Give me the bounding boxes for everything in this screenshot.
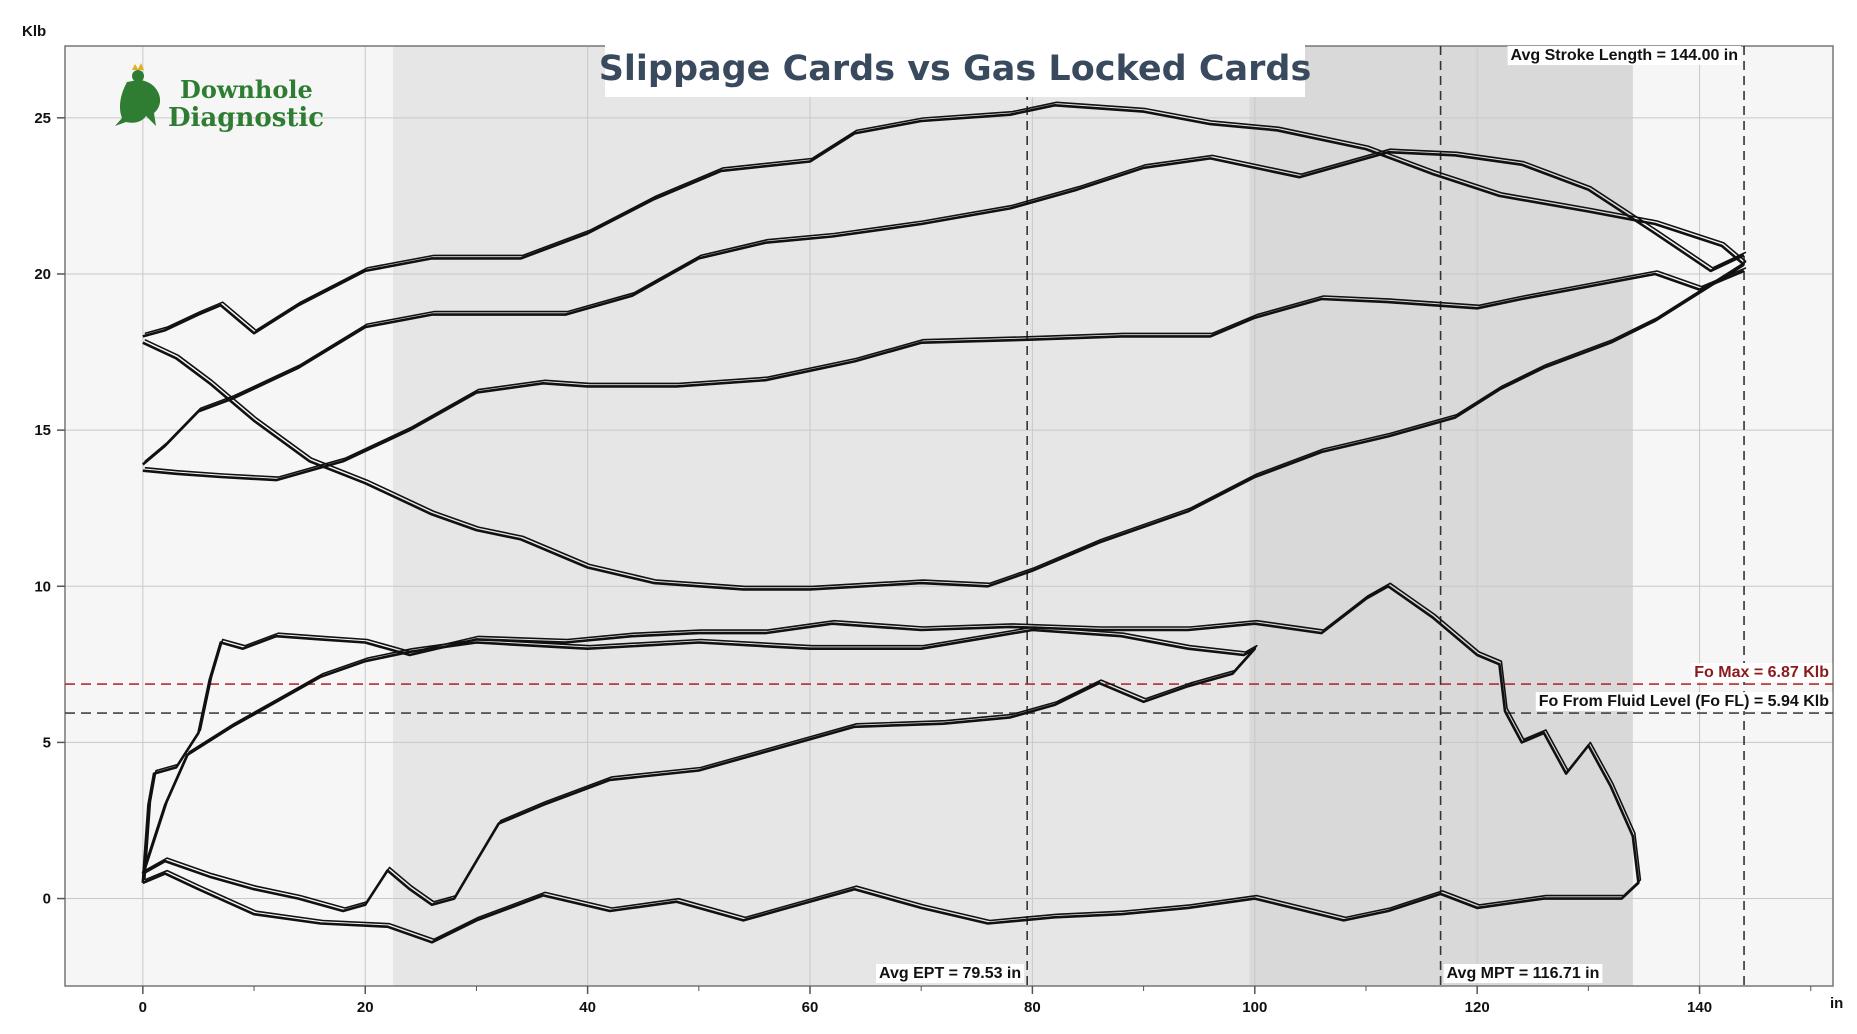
ept-label: Avg EPT = 79.53 in [879,965,1021,982]
card-series-1 [142,104,1745,338]
card-series-2 [142,263,1745,591]
x-tick-label-140: 140 [1687,999,1712,1016]
mpt-label: Avg MPT = 116.71 in [1447,965,1600,982]
card-series-5 [141,585,1640,944]
card-series-3 [142,269,1745,482]
x-axis-label: in [1830,995,1843,1012]
card-series-6-overlay [144,626,1258,909]
x-tick-label-120: 120 [1465,999,1490,1016]
downhole-diagnostic-logo: Downhole Diagnostic [115,63,324,133]
ept-label-box [876,964,1025,983]
logo-line2: Diagnostic [168,103,324,133]
fo-fl-label: Fo From Fluid Level (Fo FL) = 5.94 Klb [1539,693,1829,710]
shaded-regions [393,46,1633,986]
card-series-5-overlay [144,582,1642,941]
title-box [605,44,1305,97]
series-layer [141,101,1747,944]
y-tick-label-0: 0 [43,891,51,908]
card-series-1-overlay [144,101,1747,335]
y-tick-label-20: 20 [34,266,51,283]
alligator-logo-icon [115,63,161,126]
stroke-length-label-box [1507,46,1742,65]
x-tick-label-40: 40 [579,999,596,1016]
stroke-length-label: Avg Stroke Length = 144.00 in [1511,47,1738,64]
x-tick-label-80: 80 [1024,999,1041,1016]
y-tick-label-25: 25 [34,110,51,127]
shaded-region-1 [393,46,1250,986]
x-tick-label-100: 100 [1242,999,1267,1016]
chart-title: Slippage Cards vs Gas Locked Cards [599,49,1312,89]
y-tick-label-15: 15 [34,422,51,439]
y-tick-label-5: 5 [43,734,51,751]
mpt-label-box [1443,964,1603,983]
fo-max-label: Fo Max = 6.87 Klb [1694,664,1829,681]
card-series-4 [141,150,1745,466]
x-tick-label-60: 60 [802,999,819,1016]
y-tick-label-10: 10 [34,578,51,595]
axis-ticks: 0 20 40 60 80 100 120 140 0 5 10 15 20 25 [34,110,1812,1016]
x-tick-label-20: 20 [357,999,374,1016]
logo-line1: Downhole [180,75,313,104]
y-axis-label: Klb [22,23,46,40]
card-series-3-overlay [144,267,1747,478]
card-series-2-overlay [144,260,1747,588]
fo-max-label-box [1691,663,1833,683]
marker-lines [65,46,1833,986]
fo-fl-label-box [1535,692,1833,712]
card-series-4-overlay [144,148,1747,463]
x-tick-label-0: 0 [139,999,147,1016]
marker-labels: Avg EPT = 79.53 in Avg MPT = 116.71 in Avg… [876,46,1833,983]
